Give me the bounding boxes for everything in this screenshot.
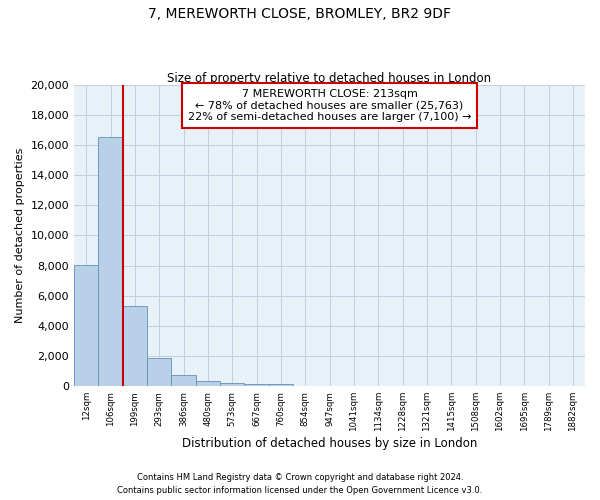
Text: 7, MEREWORTH CLOSE, BROMLEY, BR2 9DF: 7, MEREWORTH CLOSE, BROMLEY, BR2 9DF	[149, 8, 452, 22]
Bar	[123, 306, 147, 386]
Text: Contains HM Land Registry data © Crown copyright and database right 2024.
Contai: Contains HM Land Registry data © Crown c…	[118, 474, 482, 495]
Bar	[220, 383, 244, 386]
Y-axis label: Number of detached properties: Number of detached properties	[15, 148, 25, 323]
Bar	[98, 138, 123, 386]
Title: Size of property relative to detached houses in London: Size of property relative to detached ho…	[167, 72, 491, 85]
Bar	[244, 384, 269, 386]
Text: 7 MEREWORTH CLOSE: 213sqm
← 78% of detached houses are smaller (25,763)
22% of s: 7 MEREWORTH CLOSE: 213sqm ← 78% of detac…	[188, 89, 471, 122]
Bar	[196, 382, 220, 386]
Bar	[74, 265, 98, 386]
Bar	[172, 375, 196, 386]
Bar	[147, 358, 172, 386]
X-axis label: Distribution of detached houses by size in London: Distribution of detached houses by size …	[182, 437, 477, 450]
Bar	[269, 384, 293, 386]
